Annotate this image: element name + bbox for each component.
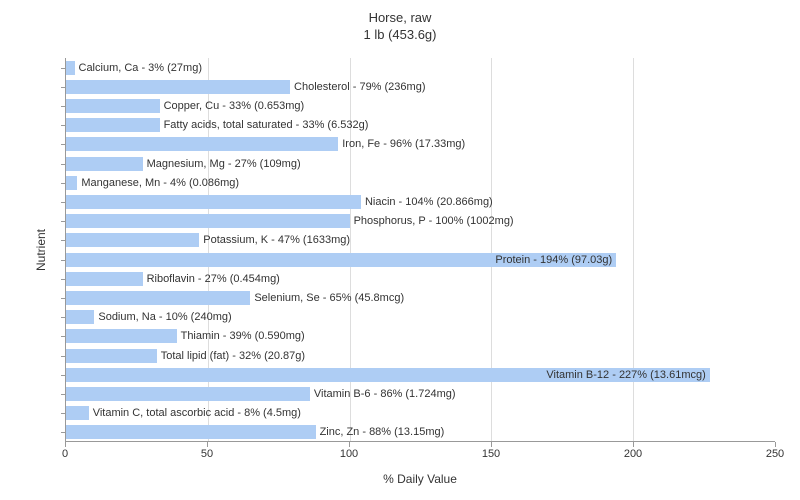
x-tick — [775, 442, 776, 447]
nutrient-bar: Magnesium, Mg - 27% (109mg) — [66, 157, 143, 171]
x-tick-label: 200 — [624, 448, 642, 460]
nutrient-bar: Potassium, K - 47% (1633mg) — [66, 233, 199, 247]
bar-label: Magnesium, Mg - 27% (109mg) — [143, 158, 301, 170]
bar-label: Manganese, Mn - 4% (0.086mg) — [77, 177, 239, 189]
bar-label: Thiamin - 39% (0.590mg) — [177, 330, 305, 342]
nutrient-bar: Selenium, Se - 65% (45.8mcg) — [66, 291, 250, 305]
nutrient-bar: Iron, Fe - 96% (17.33mg) — [66, 137, 338, 151]
nutrient-bar: Cholesterol - 79% (236mg) — [66, 80, 290, 94]
bar-row: Riboflavin - 27% (0.454mg) — [66, 272, 143, 286]
y-axis-label: Nutrient — [34, 229, 48, 271]
x-tick-label: 100 — [340, 448, 358, 460]
grid-line — [633, 58, 634, 441]
x-tick-label: 50 — [201, 448, 213, 460]
grid-line — [208, 58, 209, 441]
bar-row: Copper, Cu - 33% (0.653mg) — [66, 99, 160, 113]
bar-row: Vitamin B-12 - 227% (13.61mcg) — [66, 368, 710, 382]
x-tick-label: 250 — [766, 448, 784, 460]
nutrient-bar: Fatty acids, total saturated - 33% (6.53… — [66, 118, 160, 132]
bar-label: Potassium, K - 47% (1633mg) — [199, 234, 350, 246]
nutrient-bar: Protein - 194% (97.03g) — [66, 253, 616, 267]
bar-label: Vitamin C, total ascorbic acid - 8% (4.5… — [89, 407, 301, 419]
bar-row: Magnesium, Mg - 27% (109mg) — [66, 157, 143, 171]
nutrient-bar: Calcium, Ca - 3% (27mg) — [66, 61, 75, 75]
x-tick — [349, 442, 350, 447]
nutrient-bar: Vitamin C, total ascorbic acid - 8% (4.5… — [66, 406, 89, 420]
bar-label: Cholesterol - 79% (236mg) — [290, 81, 425, 93]
x-axis-label: % Daily Value — [65, 472, 775, 486]
grid-line — [491, 58, 492, 441]
bar-label: Sodium, Na - 10% (240mg) — [94, 311, 231, 323]
bar-label: Selenium, Se - 65% (45.8mcg) — [250, 292, 404, 304]
x-tick-label: 150 — [482, 448, 500, 460]
nutrition-chart: Horse, raw 1 lb (453.6g) Nutrient Calciu… — [10, 10, 790, 490]
bar-row: Phosphorus, P - 100% (1002mg) — [66, 214, 350, 228]
bar-row: Thiamin - 39% (0.590mg) — [66, 329, 177, 343]
title-line-1: Horse, raw — [10, 10, 790, 27]
plot-area: Calcium, Ca - 3% (27mg) Cholesterol - 79%… — [65, 58, 775, 442]
nutrient-bar: Niacin - 104% (20.866mg) — [66, 195, 361, 209]
bar-row: Vitamin C, total ascorbic acid - 8% (4.5… — [66, 406, 89, 420]
bar-label: Zinc, Zn - 88% (13.15mg) — [316, 426, 445, 438]
title-line-2: 1 lb (453.6g) — [10, 27, 790, 44]
bar-label: Iron, Fe - 96% (17.33mg) — [338, 138, 465, 150]
bar-row: Potassium, K - 47% (1633mg) — [66, 233, 199, 247]
bar-label: Calcium, Ca - 3% (27mg) — [75, 62, 202, 74]
bar-label: Copper, Cu - 33% (0.653mg) — [160, 100, 305, 112]
x-tick — [207, 442, 208, 447]
bar-row: Fatty acids, total saturated - 33% (6.53… — [66, 118, 160, 132]
x-axis: 050100150200250 — [65, 442, 775, 460]
bar-row: Selenium, Se - 65% (45.8mcg) — [66, 291, 250, 305]
nutrient-bar: Zinc, Zn - 88% (13.15mg) — [66, 425, 316, 439]
x-tick — [491, 442, 492, 447]
bar-label: Total lipid (fat) - 32% (20.87g) — [157, 350, 305, 362]
nutrient-bar: Manganese, Mn - 4% (0.086mg) — [66, 176, 77, 190]
x-tick-label: 0 — [62, 448, 68, 460]
nutrient-bar: Total lipid (fat) - 32% (20.87g) — [66, 349, 157, 363]
nutrient-bar: Vitamin B-12 - 227% (13.61mcg) — [66, 368, 710, 382]
bar-row: Iron, Fe - 96% (17.33mg) — [66, 137, 338, 151]
bar-label: Niacin - 104% (20.866mg) — [361, 196, 493, 208]
bar-row: Manganese, Mn - 4% (0.086mg) — [66, 176, 77, 190]
chart-title: Horse, raw 1 lb (453.6g) — [10, 10, 790, 44]
nutrient-bar: Copper, Cu - 33% (0.653mg) — [66, 99, 160, 113]
bar-row: Vitamin B-6 - 86% (1.724mg) — [66, 387, 310, 401]
bar-row: Zinc, Zn - 88% (13.15mg) — [66, 425, 316, 439]
bar-label: Vitamin B-6 - 86% (1.724mg) — [310, 388, 456, 400]
bars-container: Calcium, Ca - 3% (27mg) Cholesterol - 79%… — [66, 58, 775, 441]
nutrient-bar: Thiamin - 39% (0.590mg) — [66, 329, 177, 343]
x-tick — [65, 442, 66, 447]
nutrient-bar: Sodium, Na - 10% (240mg) — [66, 310, 94, 324]
bar-label: Phosphorus, P - 100% (1002mg) — [350, 215, 514, 227]
bar-row: Protein - 194% (97.03g) — [66, 253, 616, 267]
x-tick — [633, 442, 634, 447]
nutrient-bar: Vitamin B-6 - 86% (1.724mg) — [66, 387, 310, 401]
grid-line — [350, 58, 351, 441]
bar-row: Calcium, Ca - 3% (27mg) — [66, 61, 75, 75]
nutrient-bar: Phosphorus, P - 100% (1002mg) — [66, 214, 350, 228]
bar-label: Vitamin B-12 - 227% (13.61mcg) — [546, 369, 705, 381]
bar-label: Riboflavin - 27% (0.454mg) — [143, 273, 280, 285]
bar-row: Cholesterol - 79% (236mg) — [66, 80, 290, 94]
bar-row: Sodium, Na - 10% (240mg) — [66, 310, 94, 324]
bar-row: Total lipid (fat) - 32% (20.87g) — [66, 349, 157, 363]
bar-label: Protein - 194% (97.03g) — [495, 254, 612, 266]
nutrient-bar: Riboflavin - 27% (0.454mg) — [66, 272, 143, 286]
bar-label: Fatty acids, total saturated - 33% (6.53… — [160, 119, 369, 131]
bar-row: Niacin - 104% (20.866mg) — [66, 195, 361, 209]
